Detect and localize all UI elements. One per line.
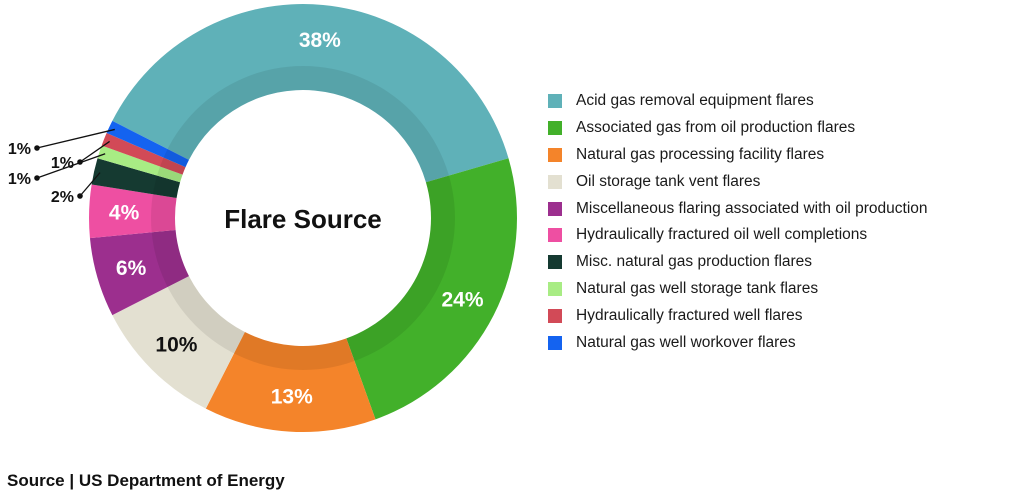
donut-chart: 38% 24% 13% 10% 6% 4% 1% 1% 1% 2% Flare Source	[8, 4, 517, 432]
legend-item-hydraulically-fractured-well-flares: Hydraulically fractured well flares	[548, 302, 928, 329]
slice-label-oil-storage-tank-vent-flares: 10%	[155, 334, 197, 357]
legend-label: Natural gas well workover flares	[576, 333, 796, 351]
callout-line-misc-natural-gas-production-flares	[79, 172, 101, 197]
legend-label: Misc. natural gas production flares	[576, 253, 813, 271]
slice-oil-storage-tank-vent-flares	[112, 276, 245, 409]
legend-swatch	[548, 147, 562, 162]
legend-label: Miscellaneous flaring associated with oi…	[576, 199, 928, 217]
callout-dot-misc-natural-gas-production-flares	[77, 193, 83, 199]
callout-label-natural-gas-well-workover-flares: 1%	[8, 141, 31, 158]
slice-acid-gas-removal-equipment-flares	[112, 4, 509, 183]
legend-label: Hydraulically fractured oil well complet…	[576, 226, 868, 244]
slice-miscellaneous-flaring-associated-with-oil-production	[89, 230, 189, 316]
callout-label-misc-natural-gas-production-flares: 2%	[51, 189, 74, 206]
legend-item-acid-gas-removal-equipment-flares: Acid gas removal equipment flares	[548, 88, 928, 115]
callout-label-hydraulically-fractured-well-flares: 1%	[51, 155, 74, 172]
legend-label: Hydraulically fractured well flares	[576, 306, 803, 324]
slice-label-acid-gas-removal-equipment-flares: 38%	[299, 29, 341, 52]
legend-label: Oil storage tank vent flares	[576, 172, 761, 190]
slice-hydraulically-fractured-oil-well-completions	[88, 184, 177, 239]
slice-label-hydraulically-fractured-oil-well-completions: 4%	[109, 201, 140, 224]
legend-item-associated-gas-from-oil-production-flares: Associated gas from oil production flare…	[548, 115, 928, 142]
legend-item-natural-gas-processing-facility-flares: Natural gas processing facility flares	[548, 142, 928, 169]
legend-swatch	[548, 335, 562, 350]
callout-line-natural-gas-well-storage-tank-flares	[36, 153, 106, 179]
slice-natural-gas-well-workover-flares	[106, 120, 189, 168]
callout-line-hydraulically-fractured-well-flares	[79, 140, 110, 163]
slice-hydraulically-fractured-well-flares	[101, 133, 186, 175]
slice-labels: 38% 24% 13% 10% 6% 4% 1% 1% 1% 2%	[8, 29, 484, 409]
legend-label: Natural gas well storage tank flares	[576, 279, 819, 297]
legend-swatch	[548, 174, 562, 189]
slice-associated-gas-from-oil-production-flares	[346, 158, 517, 420]
legend-item-hydraulically-fractured-oil-well-completions: Hydraulically fractured oil well complet…	[548, 222, 928, 249]
slice-label-associated-gas-from-oil-production-flares: 24%	[441, 288, 483, 311]
legend-swatch	[548, 228, 562, 243]
legend-swatch	[548, 121, 562, 136]
legend-label: Acid gas removal equipment flares	[576, 92, 814, 110]
legend-item-natural-gas-well-storage-tank-flares: Natural gas well storage tank flares	[548, 276, 928, 303]
legend-swatch	[548, 281, 562, 296]
callout-dot-natural-gas-well-workover-flares	[34, 145, 40, 151]
callout-label-natural-gas-well-storage-tank-flares: 1%	[8, 171, 31, 188]
legend-item-misc-natural-gas-production-flares: Misc. natural gas production flares	[548, 249, 928, 276]
source-note: Source | US Department of Energy	[7, 471, 285, 490]
slice-misc-natural-gas-production-flares	[91, 158, 181, 198]
donut-slices	[88, 4, 517, 432]
legend-swatch	[548, 201, 562, 216]
legend-label: Natural gas processing facility flares	[576, 145, 825, 163]
legend-swatch	[548, 308, 562, 323]
slice-natural-gas-processing-facility-flares	[205, 332, 376, 432]
callout-dot-natural-gas-well-storage-tank-flares	[34, 175, 40, 181]
legend-item-natural-gas-well-workover-flares: Natural gas well workover flares	[548, 329, 928, 356]
legend: Acid gas removal equipment flares Associa…	[548, 88, 928, 356]
chart-title: Flare Source	[224, 204, 382, 234]
legend-swatch	[548, 94, 562, 109]
legend-item-oil-storage-tank-vent-flares: Oil storage tank vent flares	[548, 168, 928, 195]
legend-swatch	[548, 255, 562, 270]
slice-label-natural-gas-processing-facility-flares: 13%	[271, 386, 313, 409]
legend-item-miscellaneous-flaring-associated-with-oil-production: Miscellaneous flaring associated with oi…	[548, 195, 928, 222]
callout-line-natural-gas-well-workover-flares	[36, 128, 115, 149]
slice-label-miscellaneous-flaring-associated-with-oil-production: 6%	[116, 257, 147, 280]
slice-natural-gas-well-storage-tank-flares	[97, 145, 183, 183]
legend-label: Associated gas from oil production flare…	[576, 119, 856, 137]
